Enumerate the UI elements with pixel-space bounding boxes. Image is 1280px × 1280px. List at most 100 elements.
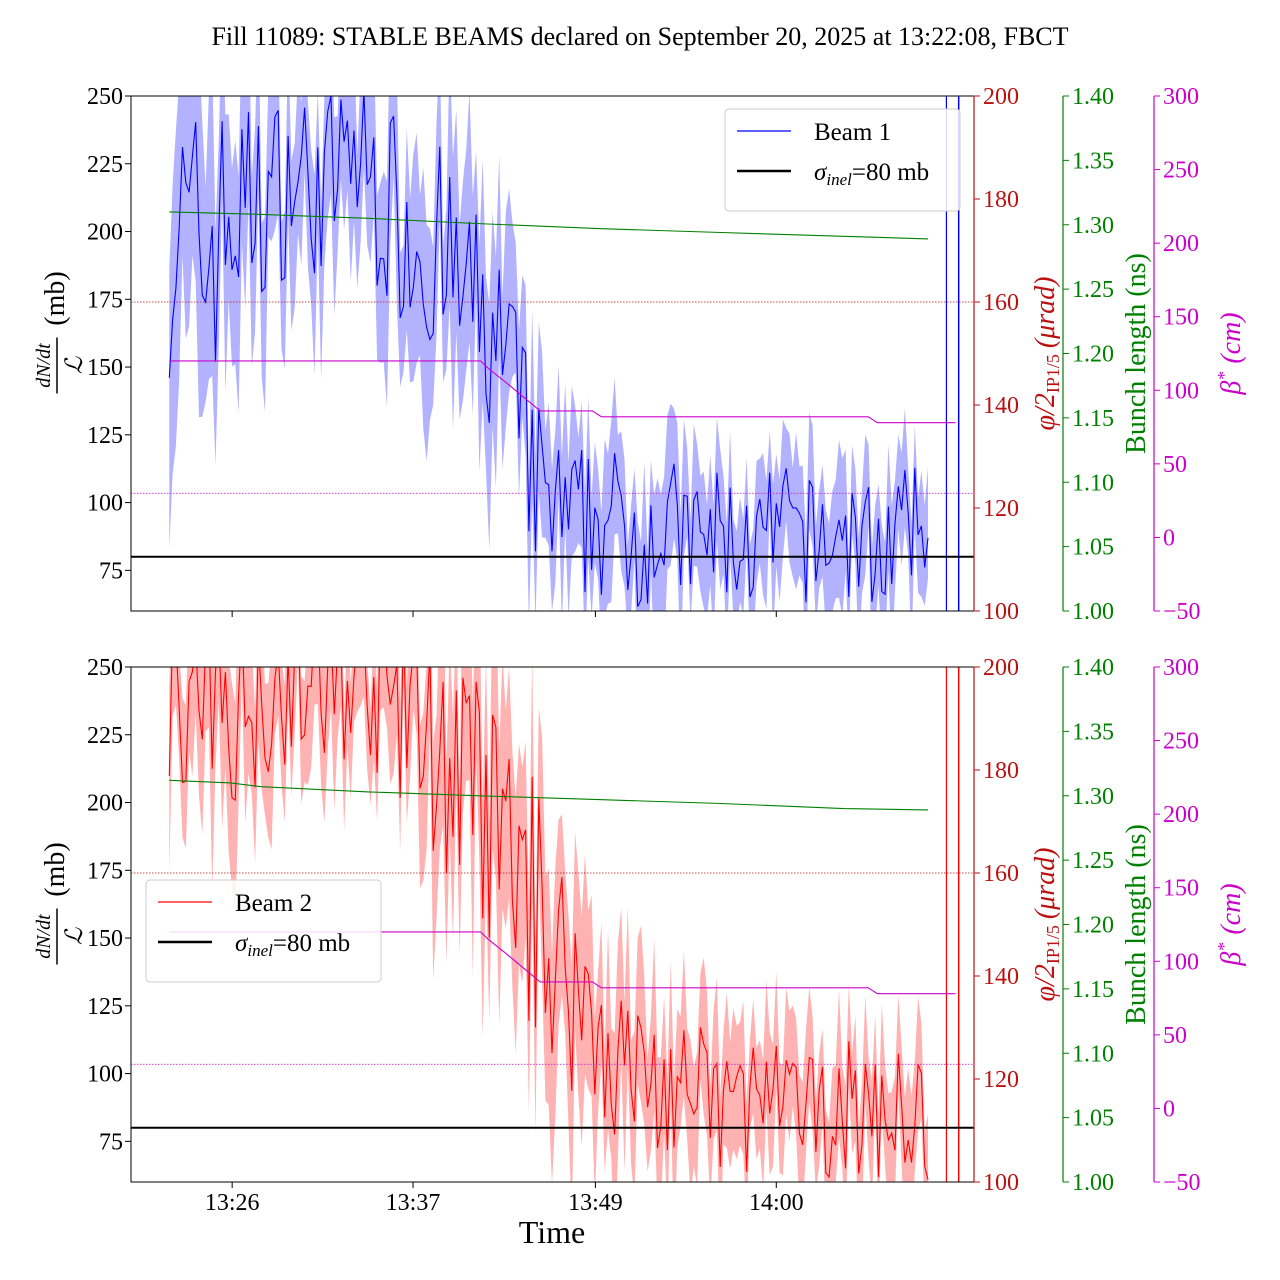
y-tick-label: 250: [87, 84, 123, 110]
bunch-length-label-text: Bunch length (ns): [1121, 253, 1152, 454]
bunch-length-axis-tick-label: 1.15: [1072, 406, 1114, 432]
beta-star-unit: (cm): [1216, 312, 1247, 363]
beta-star-axis-tick-label: 50: [1163, 452, 1187, 478]
legend-sigma-symbol: σ: [814, 159, 828, 186]
crossing-angle-axis-tick-label: 200: [983, 84, 1019, 110]
y-tick-label: 150: [87, 355, 123, 381]
y-tick-label: 100: [87, 491, 123, 517]
beta-star-line: [169, 360, 956, 424]
beta-star-axis-tick-label: 250: [1163, 158, 1199, 184]
beta-star-label-text: β* (cm): [1214, 883, 1247, 966]
y-tick-label: 175: [87, 858, 123, 884]
left-axis-label-unit: (mb): [40, 271, 71, 325]
crossing-angle-label-text: φ/2IP1/5 (μrad): [1030, 848, 1063, 1002]
crossing-angle-axis-tick-label: 180: [983, 187, 1019, 213]
crossing-angle-unit: (μrad): [1030, 848, 1061, 920]
beta-star-axis-tick-label: 250: [1163, 729, 1199, 755]
legend-sigma-subscript: inel: [826, 170, 852, 189]
legend-frame: [145, 879, 382, 983]
bunch-length-axis-tick-label: 1.05: [1072, 1106, 1114, 1132]
y-tick-label: 200: [87, 791, 123, 817]
legend-sigma-symbol: σ: [235, 930, 249, 957]
x-axis-label: Time: [519, 1214, 585, 1250]
beta-star-axis-tick-label: 300: [1163, 655, 1199, 681]
bunch-length-label: Bunch length (ns): [1121, 253, 1152, 454]
legend-frame: [724, 108, 961, 212]
bunch-length-label: Bunch length (ns): [1121, 824, 1152, 1025]
bunch-length-axis-tick-label: 1.20: [1072, 342, 1114, 368]
beta-star-label: β* (cm): [1214, 312, 1247, 395]
y-tick-label: 75: [99, 1129, 123, 1155]
left-axis-label-unit: (mb): [40, 842, 71, 896]
x-tick-label: 14:00: [749, 1190, 804, 1216]
legend: Beam 2 σinel=80 mb: [145, 879, 382, 983]
bunch-length-axis-tick-label: 1.35: [1072, 719, 1114, 745]
legend-label-sigma: σinel=80 mb: [235, 930, 350, 960]
legend-label-beam: Beam 2: [235, 890, 312, 917]
bunch-length-axis-tick-label: 1.20: [1072, 913, 1114, 939]
legend: Beam 1 σinel=80 mb: [724, 108, 961, 212]
bunch-length-axis-tick-label: 1.30: [1072, 213, 1114, 239]
panel-top: 75 100 125 150 175 200 225 250 100 120 140 160 180 20…: [33, 84, 1247, 625]
crossing-angle-symbol: φ/2: [1030, 964, 1061, 1001]
beta-star-line: [169, 931, 956, 995]
y-tick-label: 200: [87, 220, 123, 246]
beta-star-unit: (cm): [1216, 883, 1247, 934]
left-axis-label-denominator: ℒ: [62, 927, 88, 945]
y-tick-label: 125: [87, 423, 123, 449]
crossing-angle-axis-tick-label: 100: [983, 1170, 1019, 1196]
y-tick-label: 125: [87, 994, 123, 1020]
bunch-length-axis-tick-label: 1.10: [1072, 1041, 1114, 1067]
bunch-length-axis-tick-label: 1.40: [1072, 655, 1114, 681]
beta-star-axis-tick-label: 50: [1163, 1023, 1187, 1049]
beam-line: [168, 667, 929, 1180]
beta-star-axis-tick-label: 150: [1163, 876, 1199, 902]
crossing-angle-axis-tick-label: 140: [983, 393, 1019, 419]
beta-star-axis-tick-label: 300: [1163, 84, 1199, 110]
bunch-length-line: [169, 211, 929, 240]
beam-band: [169, 96, 928, 611]
x-tick-label: 13:49: [568, 1190, 623, 1216]
bunch-length-axis-tick-label: 1.05: [1072, 535, 1114, 561]
bunch-length-axis-tick-label: 1.10: [1072, 470, 1114, 496]
beam-line: [168, 96, 929, 607]
bunch-length-label-text: Bunch length (ns): [1121, 824, 1152, 1025]
y-tick-label: 225: [87, 723, 123, 749]
beta-star-symbol: β: [1216, 381, 1247, 396]
x-tick-label: 13:26: [205, 1190, 260, 1216]
crossing-angle-axis-tick-label: 160: [983, 290, 1019, 316]
crossing-angle-axis-tick-label: 200: [983, 655, 1019, 681]
beta-star-superscript: *: [1214, 943, 1234, 952]
crossing-angle-axis-tick-label: 180: [983, 758, 1019, 784]
y-tick-label: 250: [87, 655, 123, 681]
bunch-length-axis-tick-label: 1.00: [1072, 1170, 1114, 1196]
panel-bottom: 75 100 125 150 175 200 225 250 13:26 13:37 13:49 14…: [33, 655, 1247, 1216]
crossing-angle-axis-tick-label: 120: [983, 496, 1019, 522]
left-axis-label: dN/dt ℒ (mb): [33, 271, 88, 394]
left-axis-label-numerator: dN/dt: [33, 343, 55, 388]
legend-label-beam: Beam 1: [814, 119, 891, 146]
figure-title: Fill 11089: STABLE BEAMS declared on Sep…: [211, 22, 1068, 51]
crossing-angle-label: φ/2IP1/5 (μrad): [1030, 848, 1063, 1002]
beta-star-label-text: β* (cm): [1214, 312, 1247, 395]
y-tick-label: 75: [99, 558, 123, 584]
bunch-length-line: [169, 779, 929, 811]
beta-star-axis-tick-label: 200: [1163, 802, 1199, 828]
beta-star-axis-tick-label: 0: [1163, 1096, 1175, 1122]
bunch-length-axis-tick-label: 1.15: [1072, 977, 1114, 1003]
beta-star-axis-tick-label: 100: [1163, 949, 1199, 975]
y-tick-label: 175: [87, 287, 123, 313]
legend-label-sigma: σinel=80 mb: [814, 159, 929, 189]
y-tick-label: 225: [87, 152, 123, 178]
crossing-angle-axis-tick-label: 100: [983, 599, 1019, 625]
crossing-angle-symbol: φ/2: [1030, 393, 1061, 430]
beta-star-axis-tick-label: 200: [1163, 231, 1199, 257]
bunch-length-axis-tick-label: 1.35: [1072, 148, 1114, 174]
legend-sigma-subscript: inel: [247, 941, 273, 960]
legend-sigma-value: =80 mb: [273, 930, 350, 957]
crossing-angle-unit: (μrad): [1030, 277, 1061, 349]
y-tick-label: 150: [87, 926, 123, 952]
bunch-length-axis-tick-label: 1.00: [1072, 599, 1114, 625]
beta-star-axis-tick-label: −50: [1163, 1170, 1201, 1196]
